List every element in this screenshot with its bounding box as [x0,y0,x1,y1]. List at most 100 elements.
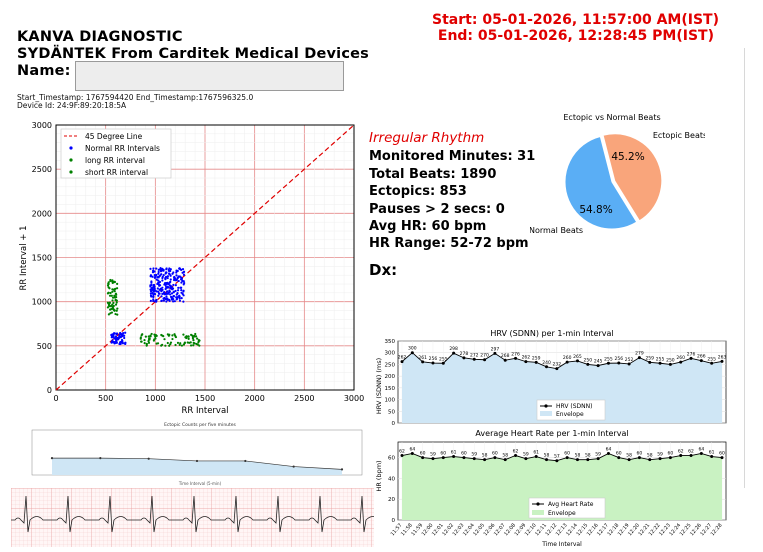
series-point [400,360,404,364]
scatter-point [161,279,164,282]
scatter-point [152,299,155,303]
series-point [514,356,518,360]
scatter-point [192,341,195,344]
scatter-point [157,276,160,279]
hrv-chart: HRV (SDNN) per 1-min Interval HRV (SDNN)… [375,329,726,427]
scatter-point [180,281,183,284]
data-label: 58 [502,453,508,459]
data-label: 232 [553,362,562,368]
ectopics-count: Ectopics: 853 [369,184,467,199]
x-tick-label: 1500 [195,394,215,403]
scatter-point [179,286,182,289]
scatter-point [107,304,111,307]
scatter-point [169,293,172,296]
scatter-point [159,267,162,270]
series-point [441,361,445,365]
data-label: 61 [451,450,457,456]
scatter-point [112,301,115,305]
series-point [606,451,610,455]
scatter-point [110,294,113,297]
y-tick-label: 3000 [32,121,52,130]
scatter-point [115,341,118,344]
scatter-point [115,287,119,290]
scatter-point [110,311,114,314]
series-point [483,458,487,462]
series-point [400,454,404,458]
series-point [648,360,652,364]
series-point [441,456,445,460]
series-point [637,356,641,360]
data-label: 64 [409,446,415,452]
series-point [710,361,714,365]
scatter-point [111,288,114,291]
ectopic-area [52,458,342,475]
scatter-legend-box [60,128,172,179]
y-tick-label: 350 [385,339,396,345]
data-label: 59 [657,452,663,458]
scatter-point [174,289,177,293]
hrv-title: HRV (SDNN) per 1-min Interval [490,329,613,338]
scatter-point [113,288,116,291]
series-point [421,456,425,460]
series-point [545,458,549,462]
data-label: 250 [666,357,675,363]
ectopic-point [50,457,54,460]
series-point [596,364,600,368]
scatter-point [160,269,163,272]
pie-label-ectopic: Ectopic Beats [653,131,705,140]
scatter-point [157,270,160,274]
scatter-point [172,294,176,298]
hr-chart: Average Heart Rate per 1-min Interval HR… [375,429,727,548]
scatter-point [198,344,201,347]
scatter-point [152,267,155,270]
scatter-point [175,293,178,296]
scatter-point [162,274,165,277]
series-point [648,458,652,462]
scatter-point [157,272,160,275]
scatter-point [113,332,116,335]
hrv-legend-env: Envelope [556,411,584,418]
scatter-point [162,299,166,302]
scatter-point [153,289,156,292]
scatter-point [176,341,180,345]
scatter-point [178,294,181,297]
scatter-point [172,300,175,303]
data-label: 256 [614,356,623,362]
scatter-point [162,297,165,300]
scatter-point [175,271,178,274]
series-point [627,458,631,462]
series-point [431,361,435,365]
scatter-point [187,335,190,338]
pie-slices [564,133,663,230]
scatter-point [114,335,118,338]
scatter-point [157,292,161,295]
scatter-point [150,283,153,287]
ectopic-count-chart: Ectopic Counts per five minutes Time Int… [31,422,363,486]
series-point [534,455,538,459]
name-field[interactable] [75,61,344,91]
scatter-point [172,290,175,293]
scatter-point [195,335,198,338]
series-point [586,458,590,462]
series-point [493,456,497,460]
data-label: 300 [408,346,417,352]
scatter-point [151,291,154,295]
x-tick-label: 3000 [344,394,364,403]
scatter-point [197,341,200,344]
data-label: 270 [480,353,489,359]
scatter-point [153,300,157,303]
scatter-point [111,299,114,302]
series-point [658,361,662,365]
series-point [617,456,621,460]
data-label: 268 [501,353,510,359]
scatter-point [106,292,110,295]
hr-xlabel: Time Interval [541,541,582,548]
series-point [679,454,683,458]
scatter-point [116,307,119,310]
data-label: 60 [461,451,467,457]
scatter-point [182,273,186,276]
scatter-point [165,295,168,298]
scatter-point [182,333,185,336]
scatter-point [143,341,146,345]
scatter-point [114,303,118,306]
